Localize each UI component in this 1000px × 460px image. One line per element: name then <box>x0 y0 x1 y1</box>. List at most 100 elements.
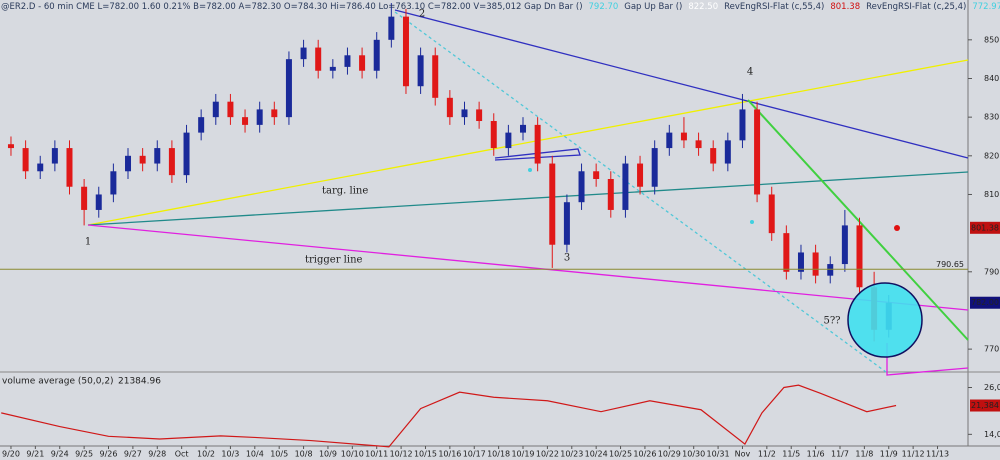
y-tick-label: 14,000 <box>984 430 1000 439</box>
candle-body <box>329 66 336 71</box>
candle-body <box>812 252 819 276</box>
candle-body <box>710 148 717 164</box>
candles <box>7 3 892 342</box>
value-box <box>970 399 1000 412</box>
y-tick-label: 820.00 <box>984 151 1000 160</box>
x-tick-label: 10/2 <box>197 450 215 459</box>
x-tick-label: 10/12 <box>390 450 413 459</box>
candle-body <box>856 225 863 288</box>
x-tick-label: Oct <box>175 450 189 459</box>
value-box-label: 21,384 <box>971 401 999 410</box>
candle-body <box>754 109 761 195</box>
candle-body <box>563 202 570 245</box>
candle-body <box>22 148 29 172</box>
candle-body <box>168 148 175 176</box>
yellow-trend-line <box>87 59 969 226</box>
candle-body <box>739 109 746 141</box>
x-tick-label: 10/26 <box>633 450 656 459</box>
header-part: Gap Up Bar () <box>624 2 682 12</box>
candle-body <box>81 186 88 210</box>
candle-body <box>417 55 424 87</box>
header-part: 822.50 <box>688 2 718 12</box>
x-tick-label: 9/26 <box>100 450 118 459</box>
header-part: RevEngRSI-Flat (c,55,4) <box>724 2 824 12</box>
x-tick-label: 10/3 <box>221 450 239 459</box>
x-tick-label: 9/27 <box>124 450 142 459</box>
header: @ER2.D - 60 min CME L=782.00 1.60 0.21% … <box>1 2 1000 12</box>
price-box-label: 801.38 <box>971 223 999 232</box>
candle-body <box>139 155 146 164</box>
x-tick-label: 9/28 <box>148 450 166 459</box>
candle-body <box>125 155 132 172</box>
line-label: targ. line <box>322 186 368 197</box>
candle-body <box>680 132 687 141</box>
x-tick-label: 10/11 <box>365 450 388 459</box>
candle-body <box>505 132 512 149</box>
level-label: 790.65 <box>936 260 964 269</box>
x-tick-label: 10/9 <box>319 450 337 459</box>
candle-body <box>446 97 453 118</box>
x-tick-label: 11/2 <box>758 450 776 459</box>
blue-trend-line <box>394 9 969 159</box>
trigger-line <box>87 224 969 311</box>
x-tick-label: 10/4 <box>246 450 264 459</box>
x-tick-label: 11/5 <box>782 450 800 459</box>
candle-body <box>110 171 117 195</box>
candle-body <box>37 163 44 172</box>
header-part: 801.38 <box>830 2 860 12</box>
candle-body <box>534 124 541 164</box>
x-tick-label: 10/18 <box>487 450 510 459</box>
header-part: RevEngRSI-Flat (c,25,4) <box>866 2 966 12</box>
highlight-circle <box>847 282 923 358</box>
x-tick-label: 10/24 <box>585 450 608 459</box>
candle-body <box>198 117 205 133</box>
x-tick-label: 10/15 <box>414 450 437 459</box>
point-label: 1 <box>85 237 91 248</box>
candle-body <box>227 101 234 118</box>
x-tick-label: Nov <box>735 450 751 459</box>
dot <box>894 225 900 231</box>
x-tick-label: 10/31 <box>707 450 730 459</box>
candle-body <box>344 55 351 67</box>
x-tick-label: 10/25 <box>609 450 632 459</box>
candle-body <box>242 117 249 125</box>
x-tick-label: 9/25 <box>75 450 93 459</box>
volume-average-line <box>1 384 897 448</box>
candle-body <box>637 163 644 187</box>
y-tick-label: 26,000 <box>984 383 1000 392</box>
dot <box>528 168 532 172</box>
candle-body <box>783 233 790 272</box>
candle-body <box>256 109 263 125</box>
candle-body <box>432 55 439 98</box>
candle-body <box>827 264 834 276</box>
green-trend-line <box>747 99 969 341</box>
candle-body <box>271 109 278 118</box>
indicator-value: 21384.96 <box>118 377 161 387</box>
x-tick-label: 11/9 <box>880 450 898 459</box>
candle-body <box>490 121 497 149</box>
candle-body <box>212 101 219 118</box>
candle-body <box>461 109 468 118</box>
candle-body <box>51 148 58 164</box>
x-tick-label: 10/17 <box>463 450 486 459</box>
x-tick-label: 9/21 <box>26 450 44 459</box>
candle-body <box>593 171 600 180</box>
price-box <box>970 296 1000 309</box>
x-tick-label: 9/20 <box>2 450 20 459</box>
candle-body <box>797 252 804 272</box>
y-tick-label: 830.00 <box>984 113 1000 122</box>
x-tick-label: 10/8 <box>295 450 313 459</box>
candle-body <box>768 194 775 234</box>
candle-body <box>607 179 614 210</box>
x-tick-label: 11/13 <box>926 450 949 459</box>
candle-body <box>578 171 585 203</box>
indicator-name: volume average (50,0,2) <box>2 377 114 387</box>
candle-body <box>7 144 14 149</box>
y-tick-label: 840.00 <box>984 74 1000 83</box>
candle-body <box>66 148 73 187</box>
candle-body <box>651 148 658 187</box>
candle-body <box>285 59 292 118</box>
line-label: trigger line <box>305 255 363 266</box>
